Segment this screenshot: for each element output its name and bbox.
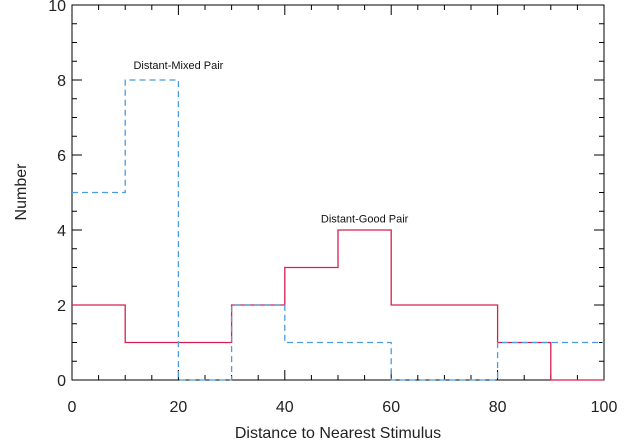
- series-line-0: [72, 229, 604, 381]
- x-tick-label: 100: [591, 399, 618, 416]
- y-tick-labels: 0 2 4 6 8 10: [48, 0, 66, 390]
- y-tick-label: 6: [57, 148, 66, 165]
- annotations: Distant-Mixed Pair Distant-Good Pair: [133, 60, 408, 226]
- annotation-label: Distant-Good Pair: [321, 214, 409, 226]
- series-layer: [72, 79, 604, 381]
- x-tick-label: 20: [170, 399, 188, 416]
- y-tick-label: 8: [57, 73, 66, 90]
- x-tick-label: 40: [276, 399, 294, 416]
- y-tick-label: 10: [48, 0, 66, 15]
- y-tick-label: 2: [57, 298, 66, 315]
- x-tick-label: 80: [489, 399, 507, 416]
- x-tick-label: 60: [382, 399, 400, 416]
- x-axis-title: Distance to Nearest Stimulus: [235, 425, 441, 442]
- x-tick-label: 0: [68, 399, 77, 416]
- series-line-1: [72, 79, 604, 381]
- y-axis-title: Number: [13, 163, 30, 221]
- x-tick-labels: 0 20 40 60 80 100: [68, 399, 618, 416]
- y-tick-label: 0: [57, 373, 66, 390]
- annotation-label: Distant-Mixed Pair: [133, 60, 223, 72]
- y-tick-label: 4: [57, 223, 66, 240]
